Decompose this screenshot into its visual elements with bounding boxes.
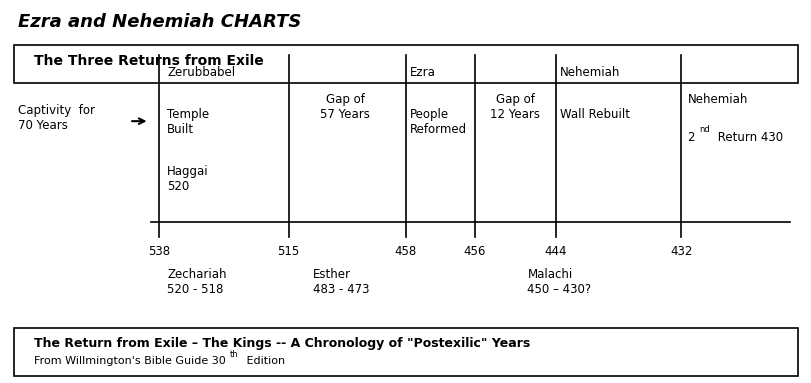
Text: nd: nd — [698, 125, 709, 134]
FancyBboxPatch shape — [14, 45, 797, 83]
Text: Return 430: Return 430 — [713, 131, 782, 144]
Text: Temple
Built: Temple Built — [167, 108, 209, 136]
Text: 2: 2 — [687, 131, 694, 144]
Text: Wall Rebuilt: Wall Rebuilt — [559, 108, 629, 121]
Text: 515: 515 — [277, 245, 299, 258]
Text: Captivity  for
70 Years: Captivity for 70 Years — [18, 104, 94, 132]
Text: Nehemiah: Nehemiah — [559, 66, 620, 79]
Text: 456: 456 — [463, 245, 485, 258]
Text: th: th — [230, 350, 238, 359]
Text: From Willmington's Bible Guide 30: From Willmington's Bible Guide 30 — [34, 356, 225, 366]
Text: Gap of
57 Years: Gap of 57 Years — [320, 93, 370, 121]
Text: Gap of
12 Years: Gap of 12 Years — [490, 93, 539, 121]
Text: 432: 432 — [669, 245, 692, 258]
Text: Ezra: Ezra — [410, 66, 436, 79]
Text: Malachi
450 – 430?: Malachi 450 – 430? — [526, 268, 590, 296]
Text: 444: 444 — [544, 245, 566, 258]
Text: The Three Returns from Exile: The Three Returns from Exile — [34, 54, 264, 68]
Text: 458: 458 — [394, 245, 417, 258]
Text: Nehemiah: Nehemiah — [687, 93, 747, 106]
FancyBboxPatch shape — [14, 328, 797, 376]
Text: Zerubbabel: Zerubbabel — [167, 66, 235, 79]
Text: Haggai
520: Haggai 520 — [167, 165, 208, 193]
Text: 538: 538 — [148, 245, 170, 258]
Text: Esther
483 - 473: Esther 483 - 473 — [312, 268, 369, 296]
Text: Ezra and Nehemiah CHARTS: Ezra and Nehemiah CHARTS — [18, 13, 301, 31]
Text: People
Reformed: People Reformed — [410, 108, 466, 136]
Text: Zechariah
520 - 518: Zechariah 520 - 518 — [167, 268, 226, 296]
Text: Edition: Edition — [242, 356, 285, 366]
Text: The Return from Exile – The Kings -- A Chronology of "Postexilic" Years: The Return from Exile – The Kings -- A C… — [34, 337, 530, 350]
